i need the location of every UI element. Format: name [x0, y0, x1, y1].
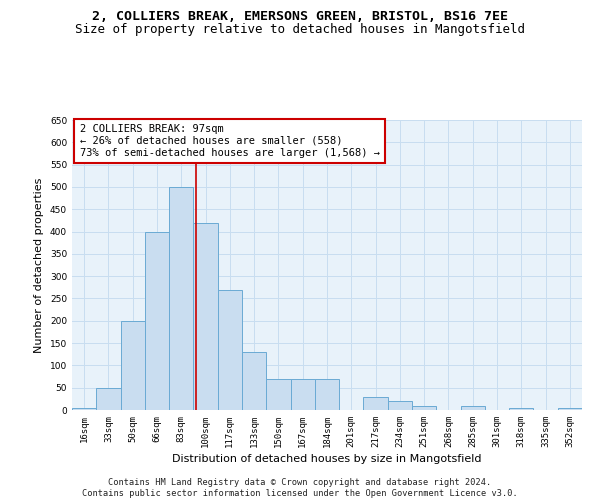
X-axis label: Distribution of detached houses by size in Mangotsfield: Distribution of detached houses by size … [172, 454, 482, 464]
Text: Size of property relative to detached houses in Mangotsfield: Size of property relative to detached ho… [75, 22, 525, 36]
Bar [266, 379, 290, 410]
Bar [121, 321, 145, 410]
Bar [193, 222, 218, 410]
Bar [388, 401, 412, 410]
Bar [558, 408, 582, 410]
Bar [509, 408, 533, 410]
Bar [169, 187, 193, 410]
Bar [412, 406, 436, 410]
Text: 2, COLLIERS BREAK, EMERSONS GREEN, BRISTOL, BS16 7EE: 2, COLLIERS BREAK, EMERSONS GREEN, BRIST… [92, 10, 508, 23]
Bar [72, 408, 96, 410]
Bar [290, 379, 315, 410]
Bar [242, 352, 266, 410]
Text: 2 COLLIERS BREAK: 97sqm
← 26% of detached houses are smaller (558)
73% of semi-d: 2 COLLIERS BREAK: 97sqm ← 26% of detache… [80, 124, 380, 158]
Bar [145, 232, 169, 410]
Y-axis label: Number of detached properties: Number of detached properties [34, 178, 44, 352]
Bar [315, 379, 339, 410]
Bar [461, 406, 485, 410]
Bar [364, 396, 388, 410]
Bar [96, 388, 121, 410]
Bar [218, 290, 242, 410]
Text: Contains HM Land Registry data © Crown copyright and database right 2024.
Contai: Contains HM Land Registry data © Crown c… [82, 478, 518, 498]
